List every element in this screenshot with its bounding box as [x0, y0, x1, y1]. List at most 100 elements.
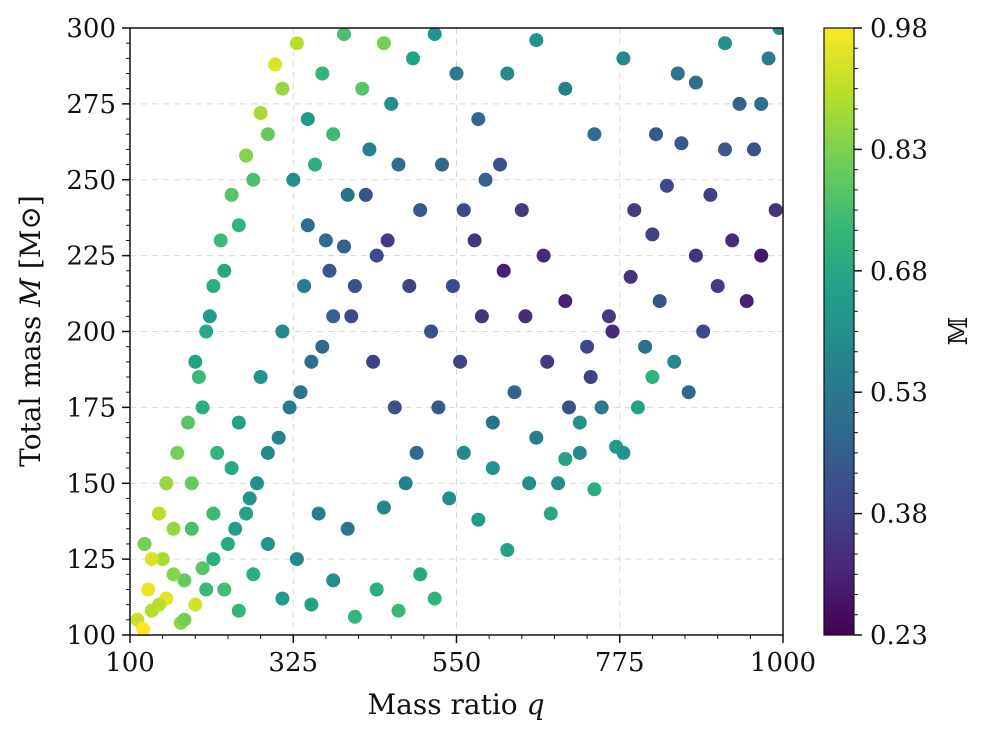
y-axis-ticks: 100 125 150 175 200 225 250 275 300	[66, 14, 130, 651]
scatter-point	[217, 263, 232, 278]
scatter-point	[366, 354, 381, 369]
y-axis-label: Total mass M [M⊙]	[14, 195, 47, 467]
scatter-point	[445, 279, 460, 293]
scatter-point	[177, 612, 192, 627]
colorbar-tick-label: 0.23	[870, 621, 928, 651]
scatter-point	[260, 445, 275, 460]
scatter-point	[384, 96, 399, 111]
scatter-point	[529, 33, 544, 48]
scatter-point	[739, 294, 754, 309]
scatter-point	[253, 106, 268, 120]
scatter-point	[572, 415, 587, 430]
scatter-point	[137, 537, 152, 551]
scatter-point	[166, 567, 181, 582]
scatter-point	[228, 521, 243, 536]
scatter-point	[747, 142, 761, 157]
x-tick-label: 775	[595, 648, 645, 678]
scatter-point	[231, 415, 246, 430]
scatter-point	[242, 491, 257, 506]
scatter-point	[199, 324, 214, 339]
scatter-point	[630, 400, 645, 415]
scatter-point	[471, 512, 486, 527]
scatter-point	[467, 233, 482, 248]
scatter-point	[144, 552, 159, 567]
scatter-point	[456, 203, 471, 218]
scatter-point	[344, 309, 359, 324]
scatter-point	[136, 621, 151, 635]
scatter-point	[623, 269, 638, 284]
scatter-point	[670, 66, 685, 81]
scatter-point	[627, 203, 642, 218]
scatter-point	[315, 339, 330, 354]
scatter-point	[681, 385, 696, 400]
scatter-point	[496, 263, 511, 278]
scatter-point	[170, 445, 185, 460]
scatter-point	[202, 309, 217, 324]
scatter-point	[424, 324, 439, 339]
scatter-point	[493, 157, 507, 172]
y-tick-label: 175	[66, 393, 116, 423]
scatter-point	[184, 476, 199, 491]
scatter-point	[638, 339, 653, 354]
scatter-point	[391, 603, 406, 618]
scatter-point	[275, 591, 290, 606]
scatter-point	[616, 445, 631, 460]
scatter-point	[413, 567, 428, 582]
scatter-point	[358, 187, 373, 202]
scatter-point	[246, 567, 261, 582]
scatter-point	[703, 187, 718, 202]
x-tick-label: 325	[268, 648, 318, 678]
colorbar-tick-label: 0.68	[870, 257, 928, 287]
scatter-point	[649, 127, 663, 142]
scatter-point	[177, 573, 192, 588]
scatter-point	[184, 521, 199, 536]
scatter-point	[551, 476, 566, 491]
scatter-point	[500, 543, 515, 557]
scatter-point	[155, 552, 170, 567]
scatter-point	[362, 142, 377, 157]
scatter-point	[337, 28, 351, 42]
scatter-point	[725, 233, 740, 248]
scatter-point	[315, 66, 330, 81]
x-axis-label-text: Mass ratio	[368, 688, 518, 721]
scatter-point	[587, 127, 602, 142]
scatter-point	[347, 609, 362, 624]
scatter-point	[195, 400, 210, 415]
scatter-point	[304, 354, 319, 369]
colorbar-ticks: 0.23 0.38 0.53 0.68 0.83 0.98	[854, 14, 928, 651]
y-tick-label: 150	[66, 469, 116, 499]
scatter-point	[376, 500, 391, 515]
colorbar-tick-label: 0.83	[870, 135, 928, 165]
scatter-point	[474, 309, 489, 324]
scatter-point	[754, 248, 769, 263]
scatter-point	[772, 28, 783, 35]
scatter-point	[297, 279, 312, 293]
scatter-point	[674, 136, 689, 151]
scatter-point	[293, 385, 308, 400]
scatter-point	[275, 324, 290, 339]
scatter-point	[732, 96, 747, 111]
scatter-point	[601, 309, 616, 324]
scatter-point	[286, 172, 301, 187]
scatter-point	[224, 461, 239, 476]
scatter-point	[308, 157, 322, 172]
scatter-point	[206, 552, 221, 567]
scatter-point	[427, 591, 442, 606]
scatter-point	[282, 400, 297, 415]
y-tick-label: 125	[66, 545, 116, 575]
scatter-point	[231, 218, 246, 233]
scatter-point	[159, 476, 174, 491]
scatter-point	[768, 203, 783, 218]
scatter-point	[340, 187, 355, 202]
scatter-point	[442, 491, 457, 506]
scatter-point	[402, 279, 417, 293]
scatter-point	[210, 445, 225, 460]
colorbar-tick-label: 0.38	[870, 500, 928, 530]
scatter-point	[478, 172, 493, 187]
scatter-point	[260, 537, 275, 551]
scatter-point	[540, 354, 555, 369]
scatter-point	[667, 354, 682, 369]
scatter-point	[340, 521, 355, 536]
scatter-point	[239, 506, 254, 521]
